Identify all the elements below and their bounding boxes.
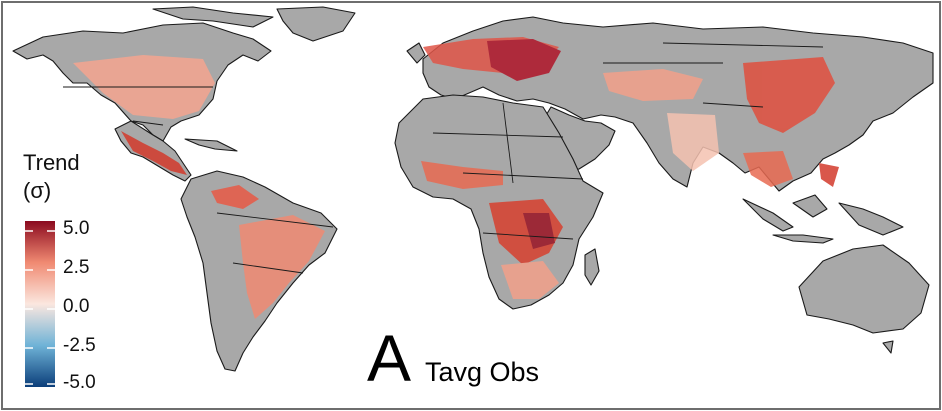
legend-tick-label: 5.0 — [63, 218, 90, 239]
africa — [394, 94, 604, 310]
panel-label: Tavg Obs — [425, 357, 540, 387]
country-borders — [63, 42, 824, 274]
legend-title-line1: Trend — [23, 150, 80, 175]
world-map — [12, 6, 934, 387]
southeast-asia-islands — [742, 194, 904, 244]
legend-title: Trend (σ) — [23, 149, 80, 205]
legend-tick-label: -5.0 — [63, 372, 96, 393]
legend-tick-label: 0.0 — [63, 296, 90, 317]
trend-overlay — [73, 37, 839, 319]
legend-tick-label: 2.5 — [63, 257, 90, 278]
legend-title-line2: (σ) — [23, 178, 52, 203]
legend-tick-marks — [25, 230, 55, 385]
legend-color-bar — [25, 221, 55, 387]
australia — [798, 244, 930, 354]
panel-letter: A — [367, 321, 412, 395]
legend-tick-label: -2.5 — [63, 335, 96, 356]
